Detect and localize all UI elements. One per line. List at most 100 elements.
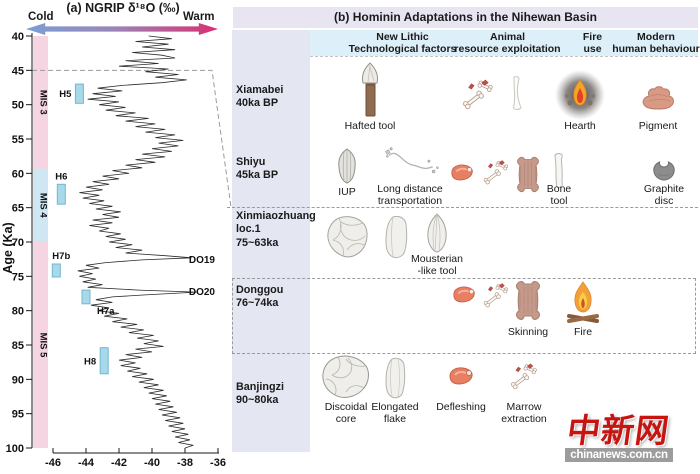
item-label: Pigment: [638, 120, 678, 132]
mis-band-label: MIS 4: [38, 193, 49, 219]
chart-to-table-dashed-link: [32, 69, 232, 208]
item-label: Hafted tool: [344, 120, 396, 132]
site-age: 75~63ka: [236, 236, 279, 249]
panel-a-title: (a) NGRIP δ¹⁸O (‰): [66, 1, 180, 15]
iup-tool-icon: [332, 147, 362, 185]
column-header-modern: Modern human behaviour: [612, 31, 700, 56]
column-header-lithic: New Lithic Technological factors: [348, 31, 457, 56]
site-cell: Xinmiaozhuang loc.1 75~63ka: [236, 210, 316, 250]
bones-icon: [479, 157, 513, 187]
meat-icon: [449, 163, 475, 182]
site-age: 76~74ka: [236, 297, 279, 310]
do-event-label: DO19: [189, 255, 216, 266]
site-name: Donggou: [236, 284, 284, 296]
site-age: 40ka BP: [236, 97, 279, 110]
chinanews-domain: chinanews.com.cn: [565, 448, 673, 462]
heinrich-event-marker: [51, 263, 61, 278]
pigment-icon: [637, 84, 679, 112]
site-cell: Shiyu 45ka BP: [236, 156, 312, 183]
campfire-icon: [563, 280, 603, 324]
site-name: Xiamabei: [236, 84, 284, 96]
column-header-bar: [310, 30, 698, 56]
item-label: Defleshing: [436, 401, 486, 413]
site-name: Shiyu: [236, 156, 266, 168]
do-event-label: DO20: [189, 287, 216, 298]
hide-icon: [511, 279, 545, 321]
y-tick-label: 40: [12, 31, 24, 43]
heinrich-event-label: H5: [59, 89, 72, 100]
item-label: Marrow extraction: [501, 401, 547, 425]
column-header-fire: Fire use: [582, 31, 603, 56]
x-tick-label: -36: [210, 457, 226, 469]
flake-stone-icon: [381, 214, 411, 260]
column-header-animal: Animal resource exploitation: [454, 31, 561, 56]
site-name: Banjingzi: [236, 381, 284, 393]
heinrich-event-marker: [81, 289, 91, 305]
item-label: Skinning: [507, 326, 549, 338]
heinrich-event-marker: [99, 347, 109, 375]
warm-label: Warm: [183, 11, 215, 23]
x-tick-label: -40: [144, 457, 160, 469]
bones-icon: [506, 360, 542, 392]
panel-b-title: (b) Hominin Adaptations in the Nihewan B…: [233, 7, 698, 28]
item-label: Elongated flake: [371, 401, 419, 425]
y-tick-label: 65: [12, 203, 24, 215]
item-label: Graphite disc: [643, 183, 685, 207]
y-tick-label: 45: [12, 65, 24, 77]
site-age: 45ka BP: [236, 169, 279, 182]
bone-plain-icon: [505, 74, 529, 112]
chinanews-logo: 中新网: [564, 412, 672, 449]
site-cell: Banjingzi 90~80ka: [236, 381, 312, 408]
ngrip-chart: MIS 3 MIS 4 MIS 5 40 45 50 55 60 65 70 75 80 85 90 95 1…: [1, 31, 232, 469]
x-tick-label: -44: [78, 457, 95, 469]
mis-band: [33, 168, 48, 242]
long-distance-icon: [378, 146, 442, 180]
y-tick-label: 70: [12, 237, 24, 249]
heinrich-event-label: H7a: [97, 306, 115, 317]
y-axis-title: Age (Ka): [1, 222, 15, 273]
item-label: Hearth: [564, 120, 596, 132]
y-tick-label: 80: [12, 306, 24, 318]
y-tick-label: 95: [12, 409, 24, 421]
bones-icon: [479, 280, 513, 310]
x-tick-label: -42: [111, 457, 127, 469]
mis-band: [33, 36, 48, 169]
header-separator-dashed: [310, 56, 698, 57]
site-name: Xinmiaozhuang loc.1: [236, 210, 316, 236]
discoidal-core-icon: [320, 354, 372, 400]
site-column-background: [232, 30, 310, 452]
donggou-dashed-box: [232, 278, 696, 354]
heinrich-event-marker: [74, 83, 84, 104]
meat-icon: [451, 285, 477, 304]
hafted-tool-icon: [353, 62, 387, 118]
x-tick-label: -38: [177, 457, 193, 469]
mousterian-tool-icon: [422, 212, 452, 254]
item-label: Mousterian -like tool: [411, 253, 463, 277]
shiyu-xinmiaozhuang-dashed-separator: [227, 207, 698, 208]
heinrich-event-label: H7b: [52, 251, 70, 262]
cold-label: Cold: [28, 11, 54, 23]
mis-band: [33, 242, 48, 448]
heinrich-event-marker: [56, 183, 66, 205]
core-stone-icon: [325, 214, 369, 260]
item-label: Discoidal core: [324, 401, 368, 425]
x-tick-label: -46: [45, 457, 61, 469]
item-label: Fire: [573, 326, 593, 338]
item-label: IUP: [338, 186, 356, 198]
y-tick-label: 90: [12, 374, 24, 386]
site-cell: Xiamabei 40ka BP: [236, 84, 312, 111]
y-tick-label: 100: [6, 443, 24, 455]
mis-band-label: MIS 3: [38, 90, 49, 115]
item-label: Long distance transportation: [377, 183, 443, 207]
hearth-icon: [553, 70, 607, 120]
heinrich-event-label: H6: [55, 171, 67, 182]
graphite-disc-icon: [651, 158, 677, 182]
bones-icon: [456, 78, 500, 110]
y-tick-label: 85: [12, 340, 24, 352]
site-age: 90~80ka: [236, 394, 279, 407]
meat-icon: [447, 366, 475, 386]
ngrip-curve: [77, 35, 197, 449]
y-tick-label: 75: [12, 271, 24, 283]
elongated-flake-icon: [381, 356, 409, 400]
